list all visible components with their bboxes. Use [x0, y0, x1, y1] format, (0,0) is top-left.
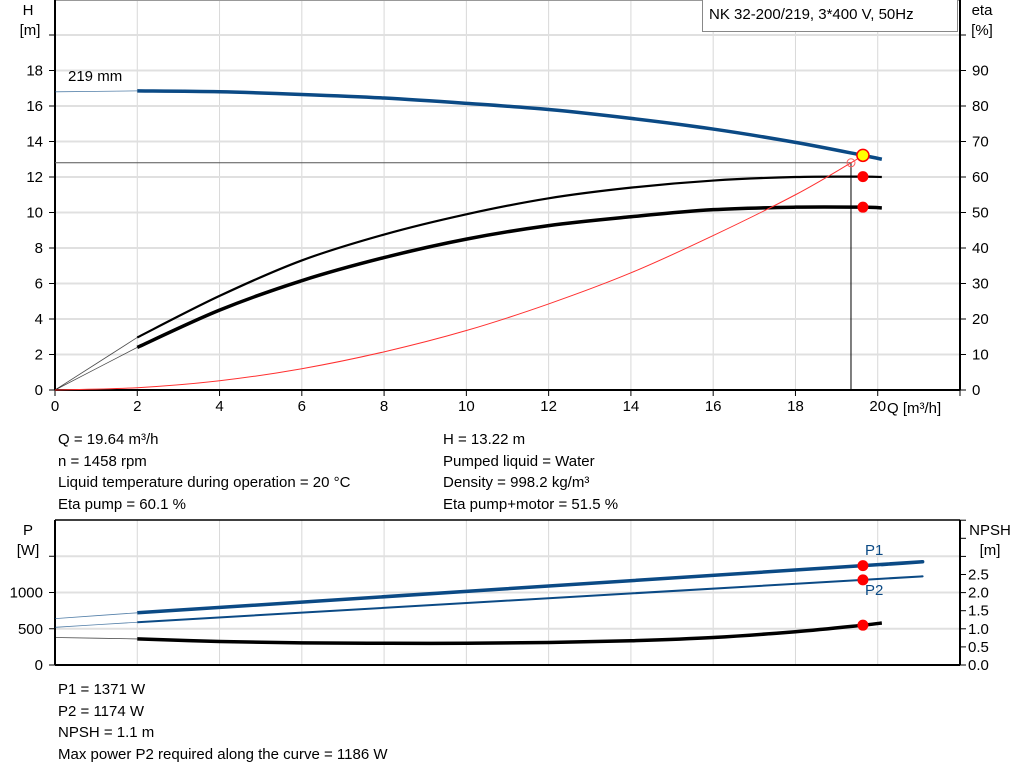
- eta-pump-marker: [857, 171, 869, 183]
- npsh-curve-extension: [54, 637, 138, 640]
- info-pumped-liquid: Pumped liquid = Water: [443, 452, 595, 470]
- top-chart-grid: [49, 0, 966, 396]
- info-p1: P1 = 1371 W: [58, 681, 146, 698]
- system-curve: [54, 154, 864, 391]
- y2-tick-label: 80: [972, 98, 989, 115]
- y2-tick-label: 90: [972, 63, 989, 80]
- tick-labels: 0 2 4 6 8 10 12 14 16 18 20 0 2 4 6 8 10 12 14 16 18 0 10 20 30 4…: [10, 63, 989, 675]
- info-max-power: Max power P2 required along the curve = …: [58, 745, 388, 763]
- y2-tick-label: 0.5: [968, 639, 989, 656]
- y-axis-unit-p: [W]: [17, 542, 40, 559]
- x-tick-label: 2: [133, 398, 141, 415]
- y2-tick-label: 70: [972, 134, 989, 151]
- y-axis-label-p: P: [23, 522, 33, 539]
- p1-curve-extension: [54, 612, 138, 619]
- y-tick-label: 10: [26, 205, 43, 222]
- y2-tick-label: 1.5: [968, 603, 989, 620]
- y2-axis-unit-npsh: [m]: [980, 542, 1001, 559]
- y2-tick-label: 10: [972, 347, 989, 364]
- y2-axis-label-eta: eta: [972, 2, 994, 19]
- y-tick-label: 1000: [10, 585, 43, 602]
- info-density: Density = 998.2 kg/m³: [443, 474, 590, 491]
- x-tick-label: 16: [705, 398, 722, 415]
- info-flow: Q = 19.64 m³/h: [58, 431, 159, 448]
- info-head: H = 13.22 m: [443, 431, 526, 448]
- p1-curve: [137, 560, 925, 615]
- annotation-impeller: 219 mm: [68, 68, 122, 85]
- y2-tick-label: 2.5: [968, 567, 989, 584]
- y-tick-label: 6: [35, 276, 43, 293]
- info-eta-pump-motor: Eta pump+motor = 51.5 %: [443, 495, 619, 513]
- eta-pump-curve-extension: [54, 337, 138, 391]
- eta-pump-motor-marker: [857, 201, 869, 213]
- y-tick-label: 14: [26, 134, 43, 151]
- series-label-p2: P2: [865, 582, 883, 599]
- y-tick-label: 8: [35, 240, 43, 257]
- eta-pump-motor-curve: [136, 205, 882, 349]
- x-tick-label: 6: [298, 398, 306, 415]
- x-tick-label: 8: [380, 398, 388, 415]
- y2-tick-label: 1.0: [968, 621, 989, 638]
- y2-tick-label: 0.0: [968, 657, 989, 674]
- info-eta-pump: Eta pump = 60.1 %: [58, 495, 186, 513]
- y-tick-label: 0: [35, 657, 43, 674]
- y-tick-label: 4: [35, 311, 43, 328]
- y2-tick-label: 20: [972, 311, 989, 328]
- p2-curve-extension: [54, 621, 138, 628]
- x-tick-label: 20: [869, 398, 886, 415]
- y2-tick-label: 60: [972, 169, 989, 186]
- info-top-right: H = 13.22 m Pumped liquid = Water Densit…: [443, 429, 618, 515]
- y2-tick-label: 40: [972, 240, 989, 257]
- y2-axis-unit-eta: [%]: [971, 22, 993, 39]
- info-top-left: Q = 19.64 m³/h n = 1458 rpm Liquid tempe…: [58, 429, 350, 515]
- info-bottom: P1 = 1371 W P2 = 1174 W NPSH = 1.1 m Max…: [58, 679, 388, 765]
- eta-pump-curve: [136, 175, 882, 339]
- npsh-curve: [137, 621, 883, 646]
- y2-tick-label: 30: [972, 276, 989, 293]
- y2-axis-label-npsh: NPSH: [969, 522, 1011, 539]
- x-tick-label: 4: [215, 398, 223, 415]
- y-tick-label: 0: [35, 382, 43, 399]
- p1-marker: [857, 560, 869, 572]
- npsh-marker: [857, 619, 869, 631]
- y2-tick-label: 50: [972, 205, 989, 222]
- y-tick-label: 500: [18, 621, 43, 638]
- series-label-p1: P1: [865, 542, 883, 559]
- info-speed: n = 1458 rpm: [58, 452, 147, 470]
- reference-point-marker: [846, 158, 856, 168]
- x-tick-label: 14: [623, 398, 640, 415]
- info-npsh: NPSH = 1.1 m: [58, 724, 155, 741]
- x-axis-label-q: Q [m³/h]: [887, 400, 941, 417]
- head-curve: [137, 89, 883, 161]
- bottom-chart-grid: [49, 519, 966, 666]
- head-curve-extension: [54, 90, 138, 93]
- y-tick-label: 12: [26, 169, 43, 186]
- pump-title-box: NK 32-200/219, 3*400 V, 50Hz: [702, 0, 958, 32]
- y2-tick-label: 2.0: [968, 585, 989, 602]
- x-tick-label: 10: [458, 398, 475, 415]
- info-p2: P2 = 1174 W: [58, 702, 145, 720]
- duty-point-marker: [856, 148, 870, 163]
- y-tick-label: 16: [26, 98, 43, 115]
- x-tick-label: 0: [51, 398, 59, 415]
- y-axis-unit-h: [m]: [20, 22, 41, 39]
- markers: [846, 148, 870, 631]
- info-liquid-temp: Liquid temperature during operation = 20…: [58, 474, 351, 491]
- y2-tick-label: 0: [972, 382, 980, 399]
- eta-pump-motor-curve-extension: [54, 347, 138, 391]
- p2-marker: [857, 574, 869, 586]
- y-tick-label: 2: [35, 347, 43, 364]
- x-tick-label: 12: [540, 398, 557, 415]
- p2-curve: [137, 575, 924, 624]
- curves: [54, 89, 925, 646]
- y-tick-label: 18: [26, 63, 43, 80]
- x-tick-label: 18: [787, 398, 804, 415]
- y-axis-label-h: H: [23, 2, 34, 19]
